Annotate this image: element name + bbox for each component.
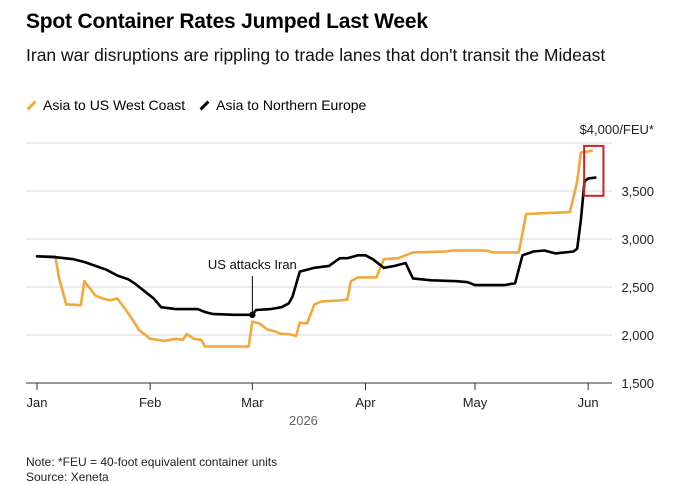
- footnote-note: Note: *FEU = 40-foot equivalent containe…: [26, 455, 278, 469]
- series-line-us-west-coast: [35, 149, 594, 348]
- legend-label-northern-europe: Asia to Northern Europe: [216, 97, 367, 113]
- x-tick-label: Feb: [139, 395, 161, 410]
- legend-label-us-west-coast: Asia to US West Coast: [43, 97, 186, 113]
- chart-title: Spot Container Rates Jumped Last Week: [26, 10, 428, 33]
- y-tick-label: 2,500: [621, 280, 654, 295]
- y-tick-label: $4,000/FEU*: [580, 122, 654, 137]
- y-tick-label: 2,000: [621, 328, 654, 343]
- y-tick-label: 1,500: [621, 376, 654, 391]
- legend-item-us-west-coast: Asia to US West Coast: [26, 97, 185, 113]
- legend-item-northern-europe: Asia to Northern Europe: [199, 97, 366, 113]
- x-tick-label: Jun: [578, 395, 599, 410]
- chart-subtitle: Iran war disruptions are rippling to tra…: [26, 45, 606, 65]
- legend: Asia to US West Coast Asia to Northern E…: [26, 97, 380, 113]
- annotation-label: US attacks Iran: [208, 257, 297, 272]
- x-tick-label: Mar: [241, 395, 264, 410]
- series-line-northern-europe: [35, 176, 597, 317]
- x-tick-label: May: [463, 395, 488, 410]
- footnote: Note: *FEU = 40-foot equivalent containe…: [26, 455, 277, 485]
- highlight-box: [583, 144, 605, 197]
- y-tick-label: 3,000: [621, 232, 654, 247]
- x-tick-label: Jan: [27, 395, 48, 410]
- y-tick-label: 3,500: [621, 184, 654, 199]
- annotation-dot: [249, 311, 256, 319]
- x-axis-title: 2026: [289, 413, 318, 428]
- line-chart: $4,000/FEU* 3,500 3,000 2,500 2,000 1,500 Jan F…: [26, 122, 654, 428]
- x-tick-label: Apr: [355, 395, 376, 410]
- footnote-source: Source: Xeneta: [26, 470, 109, 484]
